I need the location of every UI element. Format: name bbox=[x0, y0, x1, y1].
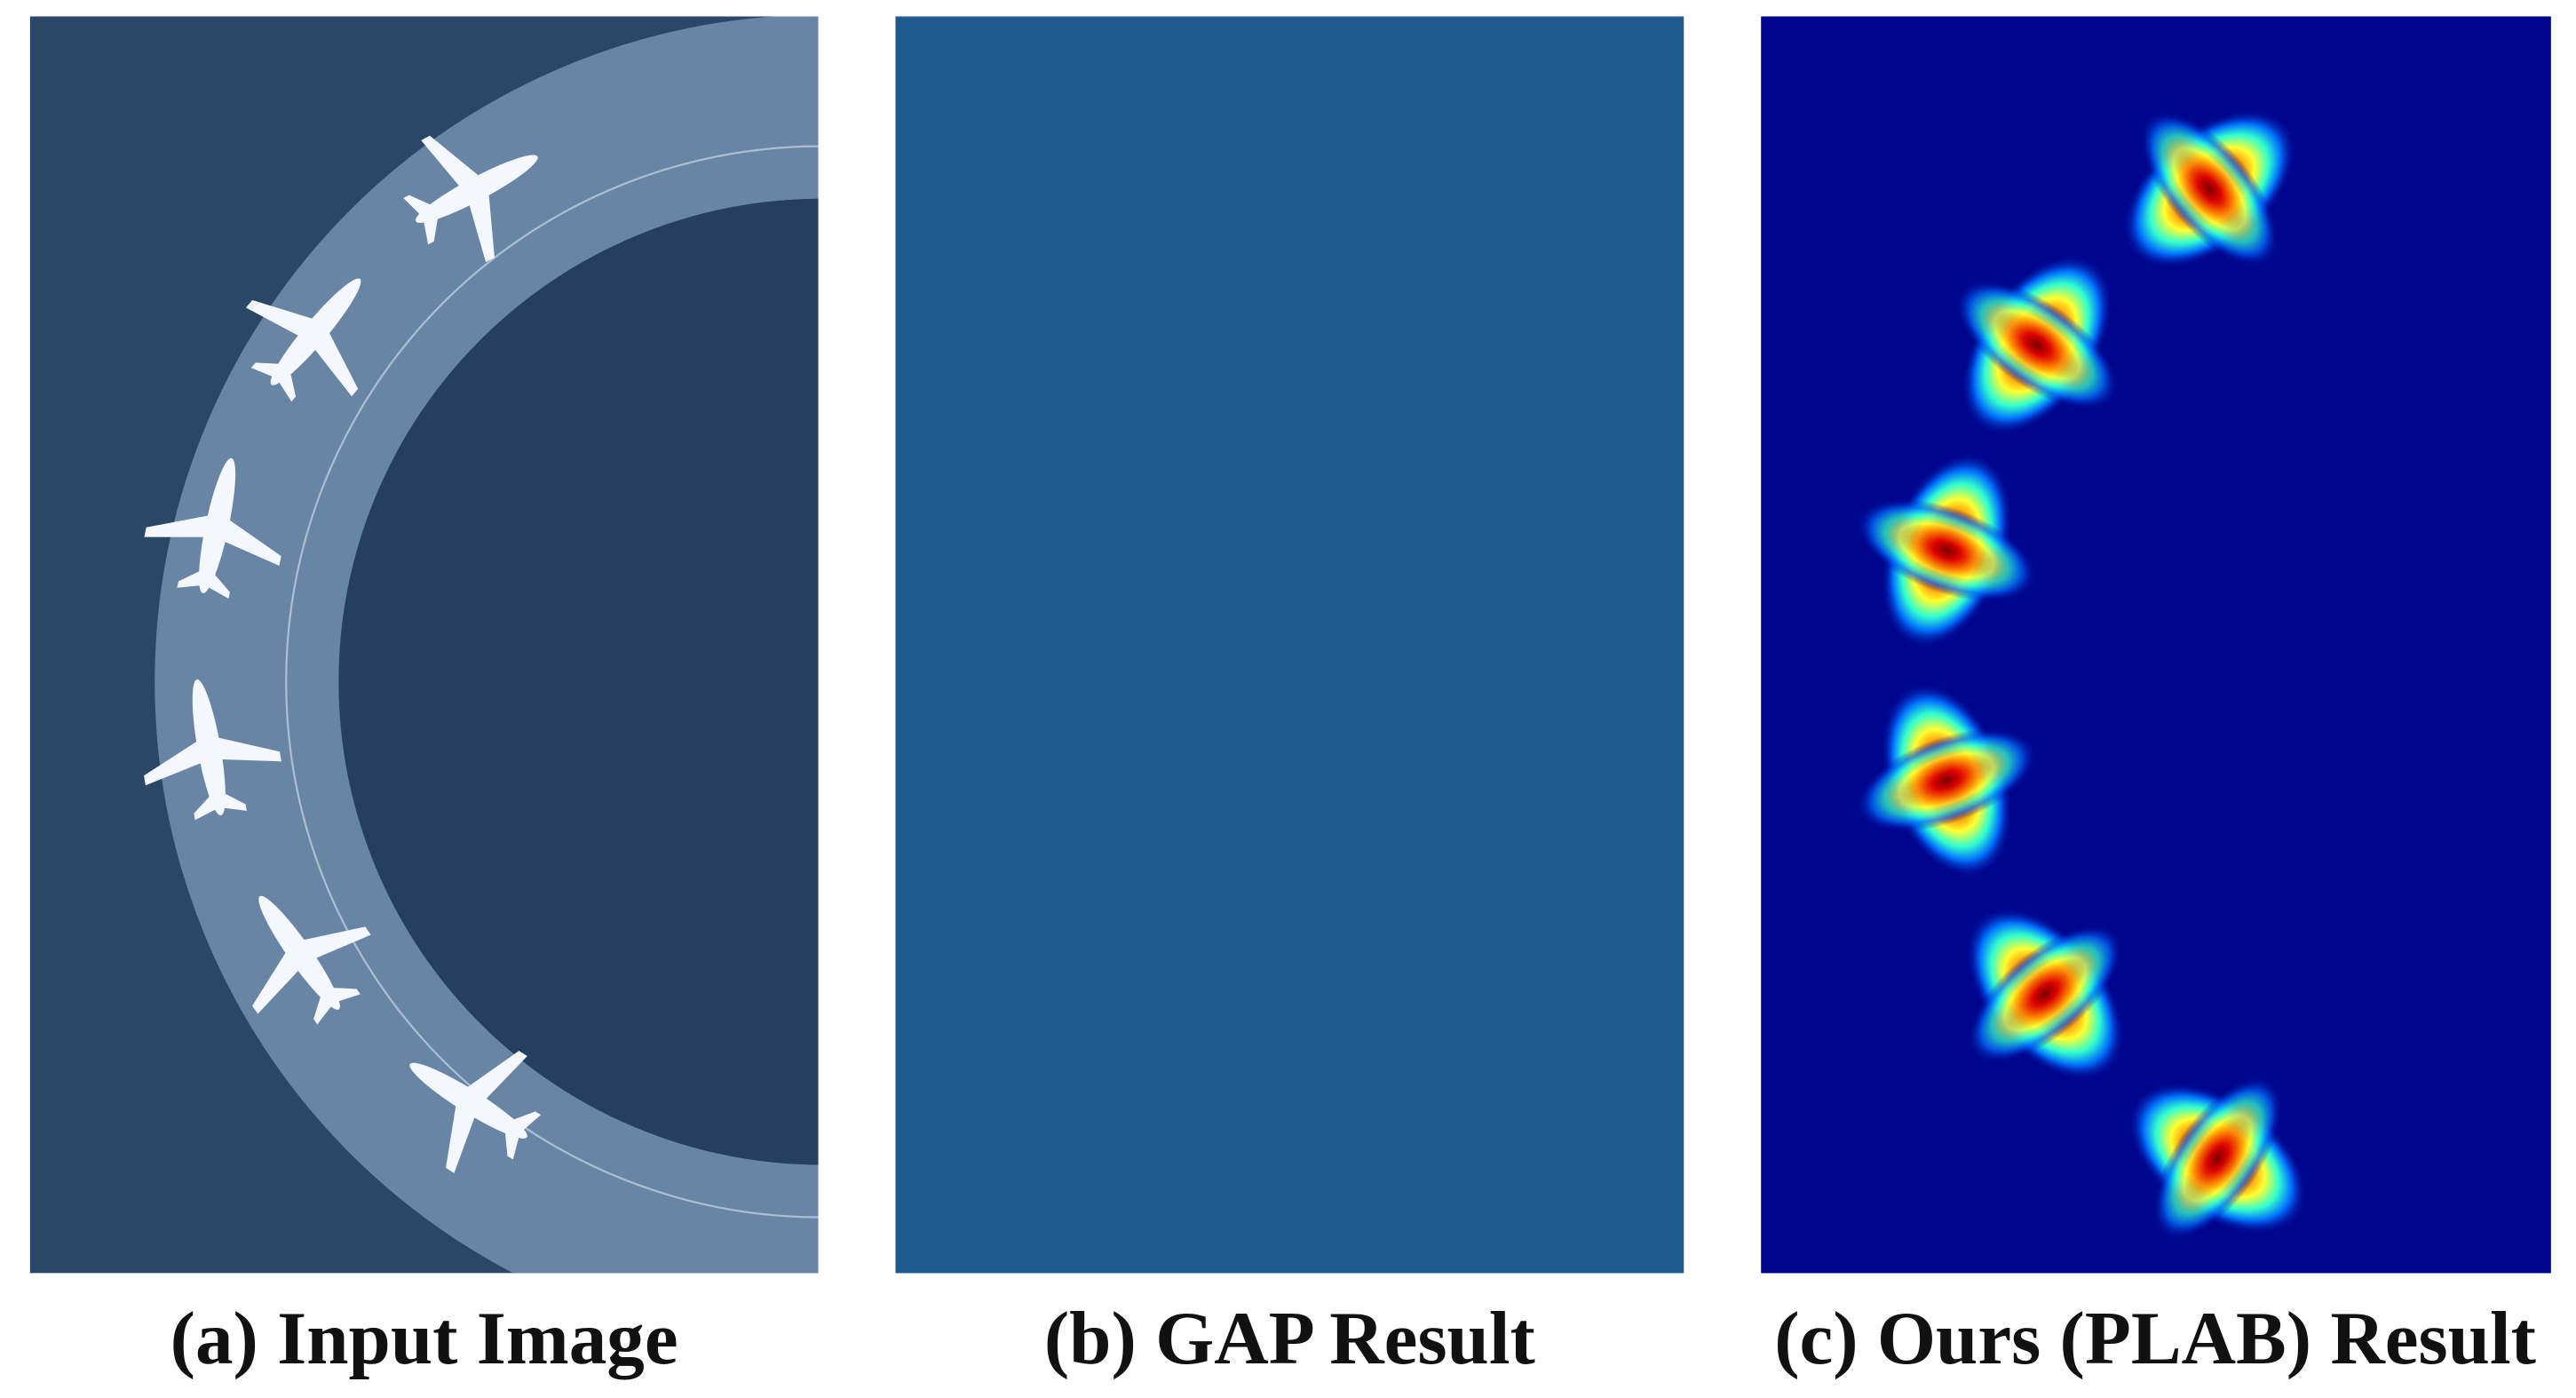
plab-heatmap bbox=[1761, 16, 2551, 1295]
panel-caption: (a) Input Image bbox=[170, 1297, 678, 1380]
panel-caption: (c) Ours (PLAB) Result bbox=[1774, 1297, 2536, 1380]
gap-result bbox=[895, 16, 1684, 1274]
panel-caption: (b) GAP Result bbox=[1044, 1297, 1535, 1380]
input-image bbox=[29, 16, 819, 1274]
